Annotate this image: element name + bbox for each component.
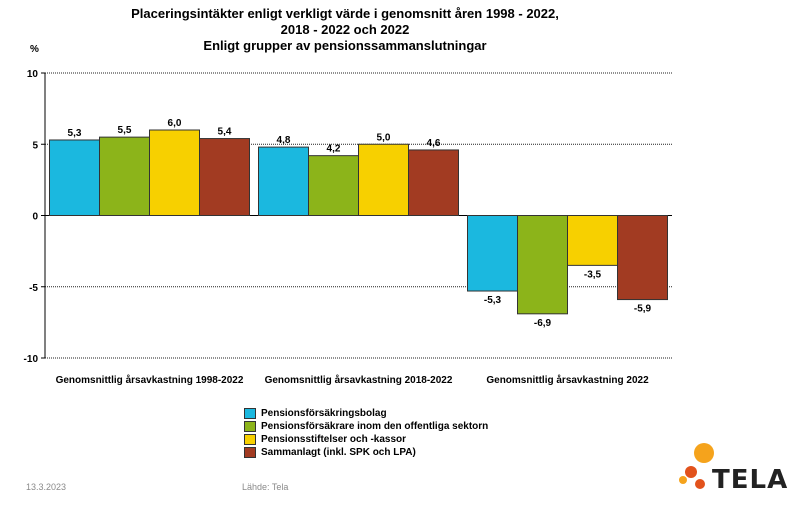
bar xyxy=(49,139,100,217)
legend-item: Sammanlagt (inkl. SPK och LPA) xyxy=(244,446,488,459)
footer-source: Lähde: Tela xyxy=(242,482,289,492)
data-label: 5,4 xyxy=(218,127,232,138)
data-label: 5,0 xyxy=(377,132,391,143)
tela-logo-text: TELA xyxy=(712,465,789,495)
chart-title-line-2: 2018 - 2022 och 2022 xyxy=(280,22,410,37)
y-axis-label: % xyxy=(30,44,39,55)
x-category-label: Genomsnittlig årsavkastning 1998-2022 xyxy=(56,374,244,386)
tela-logo-icon xyxy=(679,443,714,489)
chart-title-line-1: Placeringsintäkter enligt verkligt värde… xyxy=(131,6,559,21)
data-label: 4,6 xyxy=(427,138,441,149)
bar xyxy=(149,129,200,216)
bar xyxy=(408,149,459,216)
bar xyxy=(258,146,309,217)
bar-chart: % 10 5 0 -5 -10 5,3 5,5 6,0 5,4 Genomsnittlig årsa… xyxy=(24,44,672,386)
legend-swatch-0 xyxy=(244,408,256,419)
legend-item: Pensionsförsäkrare inom den offentliga s… xyxy=(244,420,488,433)
chart-title-line-3: Enligt grupper av pensionssammanslutning… xyxy=(203,38,487,53)
legend-swatch-3 xyxy=(244,447,256,458)
bar xyxy=(308,155,359,216)
legend-label: Sammanlagt (inkl. SPK och LPA) xyxy=(261,447,416,458)
data-label: 5,3 xyxy=(68,128,82,139)
legend-label: Pensionsstiftelser och -kassor xyxy=(261,434,407,445)
data-label: -3,5 xyxy=(584,269,602,280)
bar xyxy=(199,138,250,216)
data-label: 5,5 xyxy=(118,125,132,136)
y-tick-label: 0 xyxy=(32,212,38,223)
y-tick-label: 5 xyxy=(32,140,38,151)
data-label: 6,0 xyxy=(168,118,182,129)
bar xyxy=(99,136,150,216)
footer-date: 13.3.2023 xyxy=(26,482,67,492)
y-tick-label: -5 xyxy=(29,283,38,294)
data-label: -5,3 xyxy=(484,295,502,306)
legend-label: Pensionsförsäkringsbolag xyxy=(261,408,387,419)
bar xyxy=(467,215,518,292)
bar xyxy=(567,215,618,266)
bar xyxy=(517,215,568,315)
legend-item: Pensionsstiftelser och -kassor xyxy=(244,433,488,446)
x-category-label: Genomsnittlig årsavkastning 2018-2022 xyxy=(265,374,453,386)
y-tick-label: -10 xyxy=(24,354,39,365)
bar xyxy=(617,215,668,301)
data-label: 4,2 xyxy=(327,144,341,155)
legend: Pensionsförsäkringsbolag Pensionsförsäkr… xyxy=(244,407,488,459)
legend-swatch-2 xyxy=(244,434,256,445)
tela-logo: TELA xyxy=(676,440,789,500)
chart-title: Placeringsintäkter enligt verkligt värde… xyxy=(0,6,690,54)
bar xyxy=(358,143,409,216)
data-label: -5,9 xyxy=(634,304,652,315)
data-label: 4,8 xyxy=(277,135,291,146)
legend-swatch-1 xyxy=(244,421,256,432)
x-category-label: Genomsnittlig årsavkastning 2022 xyxy=(486,374,649,386)
data-label: -6,9 xyxy=(534,318,552,329)
legend-label: Pensionsförsäkrare inom den offentliga s… xyxy=(261,421,489,432)
y-tick-label: 10 xyxy=(27,69,39,80)
legend-item: Pensionsförsäkringsbolag xyxy=(244,407,488,420)
